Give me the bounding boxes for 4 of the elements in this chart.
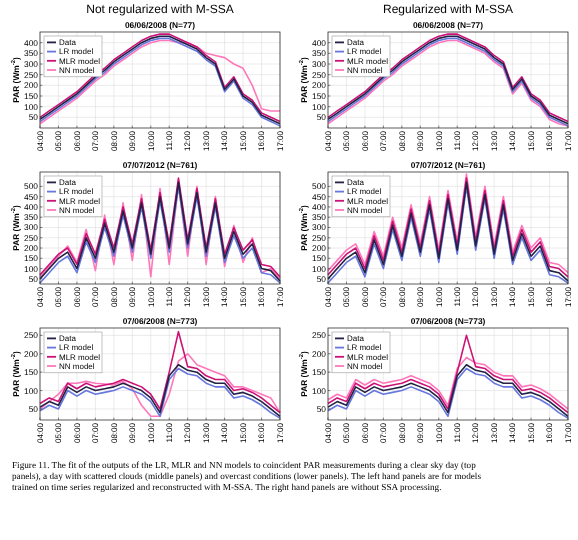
line-series [327, 334, 569, 414]
line-series [39, 330, 281, 414]
line-series [39, 352, 281, 418]
line-series [327, 356, 569, 410]
